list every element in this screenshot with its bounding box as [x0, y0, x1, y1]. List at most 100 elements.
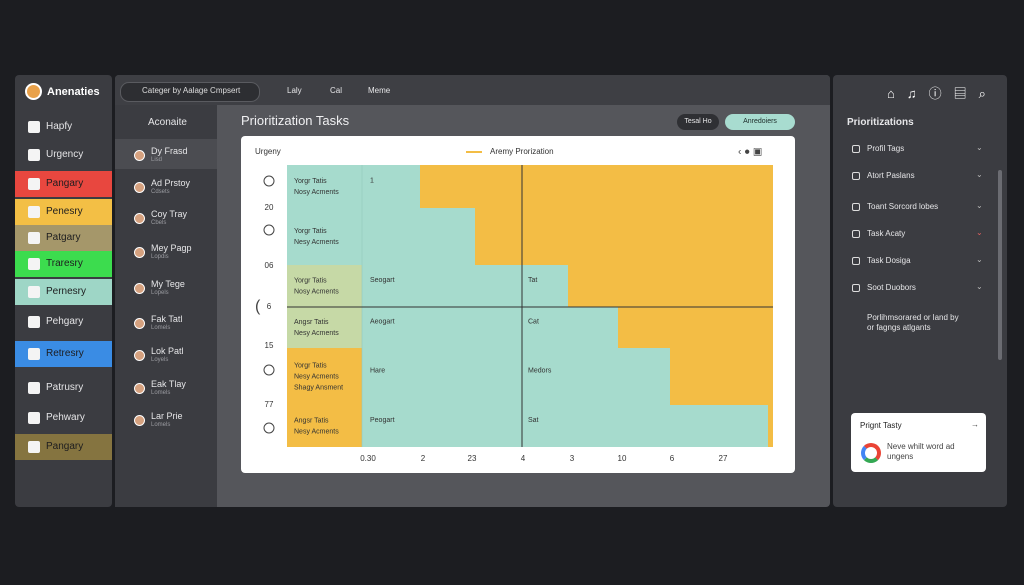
button[interactable]: Anredoiers: [725, 114, 795, 130]
item-label: Hapfy: [46, 121, 73, 132]
right-item-icon: [852, 230, 860, 238]
right-item[interactable]: Profil Tags: [867, 144, 905, 153]
list-sub: Cbels: [151, 220, 167, 226]
list-sub: Lomels: [151, 390, 171, 396]
list-title[interactable]: Eak Tlay: [151, 379, 186, 389]
row-label: Nosy Acments: [294, 288, 339, 295]
list-title[interactable]: Mey Pagp: [151, 243, 192, 253]
avatar: [25, 83, 42, 100]
cell-label: Hare: [370, 367, 385, 374]
item-icon: [28, 382, 40, 394]
item-icon: [28, 441, 40, 453]
right-item[interactable]: Task Acaty: [867, 229, 906, 238]
list-avatar: [134, 383, 145, 394]
chevron[interactable]: ⌄: [976, 228, 983, 237]
list-title[interactable]: Dy Frasd: [151, 146, 188, 156]
row-label: Yorgr Tatis: [294, 228, 327, 235]
row-label: Nosy Acments: [294, 189, 339, 196]
dropdown-label[interactable]: Categer by Aalage Cmpsert: [142, 86, 241, 95]
row-label-cell: [287, 405, 362, 447]
scrollbar[interactable]: [998, 170, 1002, 360]
button[interactable]: Tesal Ho: [677, 114, 719, 130]
list-avatar: [134, 213, 145, 224]
list-avatar: [134, 247, 145, 258]
axis-icon: [263, 175, 275, 187]
row-label: Angsr Tatis: [294, 417, 329, 424]
x-label: 3: [570, 454, 575, 463]
row-label-cell: [287, 307, 362, 348]
list-sub: Cdsets: [151, 189, 170, 195]
item-icon: [28, 149, 40, 161]
list-title[interactable]: Coy Tray: [151, 209, 188, 219]
right-item-icon: [852, 284, 860, 292]
tab[interactable]: Laly: [287, 86, 302, 95]
item-icon: [28, 206, 40, 218]
y-label: 15: [265, 341, 274, 350]
cell-label: Tat: [528, 277, 537, 284]
list-avatar: [134, 318, 145, 329]
x-label: 23: [468, 454, 477, 463]
list-sub: Lopdis: [151, 254, 169, 260]
item-icon: [28, 121, 40, 133]
list-title[interactable]: Ad Prstoy: [151, 178, 191, 188]
item-label: Urgency: [46, 149, 84, 160]
row-label-cell: [287, 208, 362, 265]
axis-icon: [263, 224, 275, 236]
sidebar-title: Anenaties: [47, 86, 100, 98]
chevron[interactable]: ⌄: [976, 201, 983, 210]
item-label: Pehgary: [46, 316, 84, 327]
x-label: 2: [421, 454, 426, 463]
row-label: Nesy Acments: [294, 373, 339, 380]
dropdown[interactable]: [120, 82, 260, 102]
right-panel: [833, 75, 1007, 507]
google-logo: [861, 443, 881, 463]
right-item[interactable]: Soot Duobors: [867, 283, 916, 292]
right-item[interactable]: Toant Sorcord lobes: [867, 202, 939, 211]
chevron[interactable]: ⌄: [976, 143, 983, 152]
page-title: Prioritization Tasks: [241, 113, 350, 128]
chevron[interactable]: ⌄: [976, 282, 983, 291]
row-label: Nesy Acments: [294, 428, 339, 435]
teal-region: [287, 405, 768, 447]
x-label: 6: [670, 454, 675, 463]
x-label: 10: [618, 454, 627, 463]
chevron[interactable]: ⌄: [976, 170, 983, 179]
item-label: Pernesry: [46, 286, 87, 297]
x-label: 27: [719, 454, 728, 463]
item-icon: [28, 178, 40, 190]
tab[interactable]: Cal: [330, 86, 343, 95]
right-item[interactable]: Atort Paslans: [867, 171, 915, 180]
list-avatar: [134, 283, 145, 294]
row-label: Yorgr Tatis: [294, 178, 327, 185]
axis-icon: [263, 364, 275, 376]
item-icon: [28, 316, 40, 328]
list-title[interactable]: My Tege: [151, 279, 185, 289]
list-column: [115, 105, 217, 507]
list-title[interactable]: Lar Prie: [151, 411, 183, 421]
card-arrow: →: [971, 420, 979, 429]
toolbar-icons[interactable]: ⌂♫ⓘ▤⌕: [887, 86, 998, 101]
cell-label: Sat: [528, 417, 539, 424]
y-label: 06: [265, 261, 274, 270]
list-title[interactable]: Lok Patl: [151, 346, 184, 356]
tab[interactable]: Meme: [368, 86, 391, 95]
list-avatar: [134, 182, 145, 193]
right-item-icon: [852, 257, 860, 265]
chevron[interactable]: ⌄: [976, 255, 983, 264]
row-label: Nesy Acments: [294, 330, 339, 337]
list-item-selected[interactable]: [115, 139, 217, 169]
list-avatar: [134, 150, 145, 161]
right-item[interactable]: Task Dosiga: [867, 256, 911, 265]
card-title: Prignt Tasty: [860, 421, 902, 430]
list-sub: Lomels: [151, 325, 171, 331]
list-sub: Lopels: [151, 290, 169, 296]
row-label: Shagy Ansment: [294, 384, 343, 391]
item-label: Pangary: [46, 178, 84, 189]
list-title[interactable]: Fak Tatl: [151, 314, 183, 324]
list-avatar: [134, 415, 145, 426]
list-sub: Lisd: [151, 157, 163, 163]
item-label: Pehwary: [46, 412, 85, 423]
cell-label: Seogart: [370, 277, 395, 284]
